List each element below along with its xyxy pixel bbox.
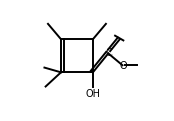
Text: O: O [119,61,127,71]
Text: C: C [105,48,112,58]
Text: OH: OH [85,89,100,99]
